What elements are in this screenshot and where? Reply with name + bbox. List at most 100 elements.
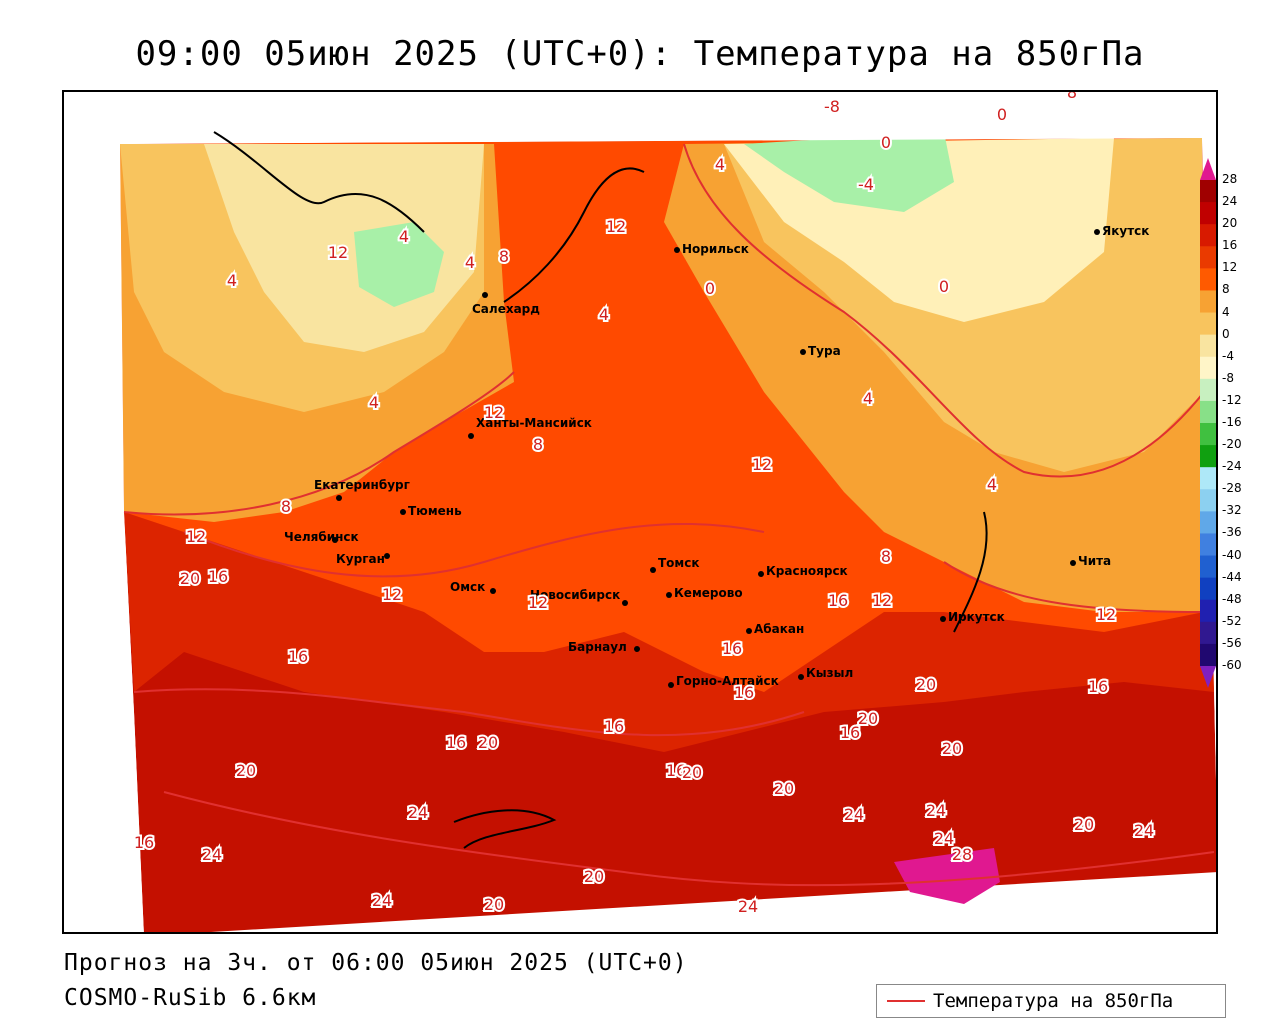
city-label: Якутск (1102, 224, 1150, 238)
colorbar-tick-label: -52 (1222, 613, 1242, 628)
map-title: 09:00 05июн 2025 (UTC+0): Температура на… (135, 34, 1145, 74)
city-label: Кызыл (806, 666, 854, 680)
colorbar-swatch (1200, 356, 1216, 380)
city-label: Иркутск (948, 610, 1005, 624)
field-cream-west (204, 144, 484, 352)
colorbar-swatch (1200, 643, 1216, 667)
city-dot (1094, 229, 1100, 235)
colorbar-tick-label: 28 (1222, 172, 1238, 186)
colorbar-swatch (1200, 290, 1216, 314)
colorbar-swatch (1200, 599, 1216, 623)
city-dot (758, 571, 764, 577)
colorbar-swatch (1200, 467, 1216, 490)
colorbar-tick-label: -44 (1222, 569, 1242, 584)
city-label: Екатеринбург (314, 478, 410, 492)
map-svg (64, 92, 1216, 932)
contour-lines (123, 143, 1215, 887)
field-green-west (354, 222, 444, 307)
city-dot (1070, 560, 1076, 566)
forecast-caption: Прогноз на 3ч. от 06:00 05июн 2025 (UTC+… (64, 950, 688, 976)
city-label: Ханты-Мансийск (476, 416, 592, 430)
city-dot (798, 674, 804, 680)
city-label: Чита (1078, 554, 1112, 568)
colorbar-tick-label: -8 (1222, 370, 1234, 385)
colorbar-swatch (1200, 533, 1216, 557)
colorbar (1200, 158, 1216, 688)
city-dot (468, 433, 474, 439)
colorbar-tick-label: -32 (1222, 503, 1242, 518)
colorbar-tick-label: -20 (1222, 437, 1242, 452)
colorbar-tick-label: 20 (1222, 216, 1238, 231)
city-dot (746, 628, 752, 634)
city-dot (666, 592, 672, 598)
city-label: Челябинск (284, 530, 359, 544)
city-dot (400, 509, 406, 515)
city-label: Салехард (472, 302, 540, 316)
colorbar-blocks (1200, 158, 1216, 688)
colorbar-tick-label: -48 (1222, 591, 1242, 606)
colorbar-tick-label: -40 (1222, 547, 1242, 562)
colorbar-swatch (1200, 621, 1216, 645)
city-label: Абакан (754, 622, 805, 636)
colorbar-bottom-arrow (1200, 666, 1216, 688)
colorbar-tick-label: -28 (1222, 481, 1242, 496)
colorbar-tick-label: -56 (1222, 635, 1242, 650)
colorbar-swatch (1200, 246, 1216, 269)
model-caption: COSMO-RuSib 6.6км (64, 985, 317, 1011)
legend-label: Температура на 850гПа (933, 990, 1174, 1012)
colorbar-swatch (1200, 224, 1216, 247)
city-label: Кемерово (674, 586, 743, 600)
colorbar-swatch (1200, 400, 1216, 424)
city-dot (650, 567, 656, 573)
colorbar-swatch (1200, 180, 1216, 203)
colorbar-tick-label: 16 (1222, 238, 1238, 253)
field-green-north (744, 132, 954, 212)
legend: Температура на 850гПа (876, 984, 1226, 1018)
colorbar-swatch (1200, 312, 1216, 336)
colorbar-tick-label: 24 (1222, 194, 1238, 209)
colorbar-tick-label: 8 (1222, 282, 1230, 297)
city-label: Красноярск (766, 564, 848, 578)
city-dot (634, 646, 640, 652)
city-label: Омск (450, 580, 486, 594)
city-dot (668, 682, 674, 688)
city-label: Норильск (682, 242, 749, 256)
city-dot (674, 247, 680, 253)
colorbar-tick-label: -16 (1222, 415, 1242, 429)
city-dot (490, 588, 496, 594)
city-dot (622, 600, 628, 606)
field-magenta (894, 848, 1000, 904)
colorbar-tick-label: -4 (1222, 348, 1234, 363)
city-label: Барнаул (568, 640, 627, 654)
colorbar-tick-label: 12 (1222, 260, 1238, 275)
colorbar-swatch (1200, 378, 1216, 402)
colorbar-swatch (1200, 202, 1216, 225)
temperature-map: Якутск Норильск Салехард Тура Ханты-Манс… (62, 90, 1218, 934)
coast-lines (213, 131, 988, 849)
colorbar-swatch (1200, 555, 1216, 579)
city-dot (800, 349, 806, 355)
colorbar-tick-label: -36 (1222, 525, 1242, 540)
city-label: Горно-Алтайск (676, 674, 779, 688)
city-dot (332, 537, 338, 543)
city-dot (336, 495, 342, 501)
colorbar-swatch (1200, 423, 1216, 446)
legend-line-swatch (887, 1000, 925, 1002)
colorbar-tick-label: 4 (1222, 304, 1230, 319)
colorbar-swatch (1200, 511, 1216, 534)
city-label: Тюмень (408, 504, 462, 518)
city-dot (482, 292, 488, 298)
colorbar-top-arrow (1200, 158, 1216, 180)
city-label: Курган (336, 552, 385, 566)
nodata-topleft (64, 92, 1216, 152)
colorbar-swatch (1200, 334, 1216, 358)
colorbar-swatch (1200, 445, 1216, 468)
colorbar-tick-label: -24 (1222, 459, 1242, 474)
city-dot (940, 616, 946, 622)
city-label: Томск (658, 556, 700, 570)
city-dot (384, 553, 390, 559)
colorbar-tick-label: -60 (1222, 658, 1242, 672)
colorbar-tick-label: -12 (1222, 392, 1242, 407)
city-label: Тура (808, 344, 841, 358)
colorbar-swatch (1200, 577, 1216, 601)
